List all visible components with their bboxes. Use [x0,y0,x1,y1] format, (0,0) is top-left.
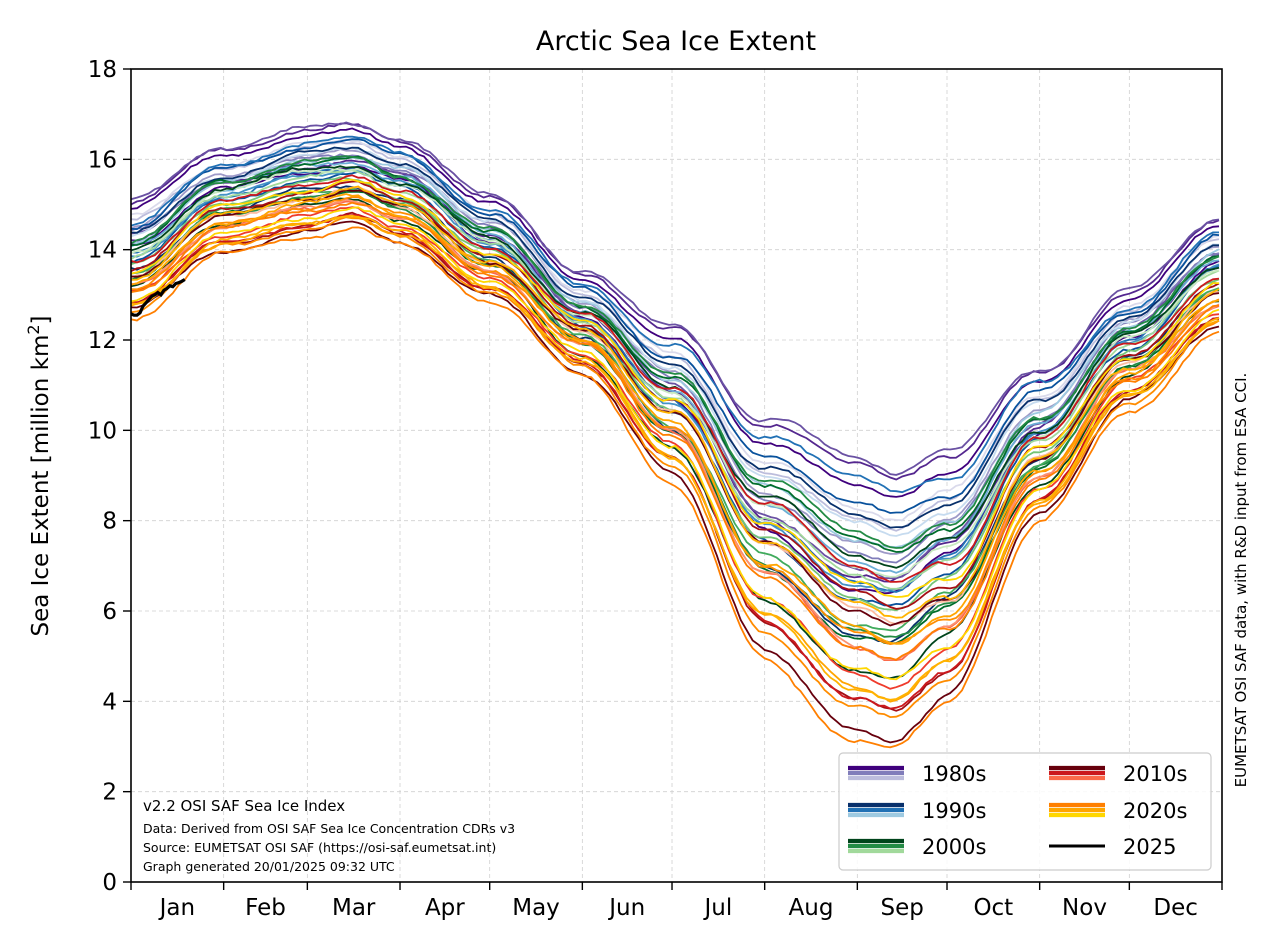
annotation-data: Data: Derived from OSI SAF Sea Ice Conce… [143,821,515,836]
series-line-2020s [131,196,1220,646]
annotation-generated: Graph generated 20/01/2025 09:32 UTC [143,859,395,874]
y-axis-label: Sea Ice Extent [million km2] [24,315,54,636]
series-line-2020s [131,226,1220,749]
x-tick-label: Nov [1062,895,1107,921]
series-line-2020s [131,216,1220,719]
x-tick-label: Apr [425,895,465,921]
legend-entry-1990s: 1990s [848,799,986,823]
plot-frame [130,68,1223,883]
series-line-2025 [131,278,186,317]
series-line-1990s [131,146,1219,529]
series-line-1980s [131,127,1220,498]
y-tick-label: 18 [88,57,117,83]
y-tick-label: 6 [102,599,117,625]
annotation-source: Source: EUMETSAT OSI SAF (https://osi-sa… [143,840,496,855]
series-lines [131,121,1220,749]
y-tick-label: 2 [102,780,117,806]
x-tick-label: Feb [245,895,286,921]
y-tick-label: 10 [88,418,117,444]
x-tick-label: Jun [607,895,645,921]
x-tick-label: May [512,895,560,921]
legend-entry-1980s: 1980s [848,762,986,786]
legend-label: 2020s [1123,799,1187,823]
legend-entry-2000s: 2000s [848,835,986,859]
x-tick-label: Aug [789,895,834,921]
series-line-2000s [131,168,1220,578]
series-line-2010s [131,198,1220,661]
legend-label: 2000s [922,835,986,859]
y-tick-label: 14 [88,238,117,264]
series-line-2000s [131,165,1220,569]
legend-box [838,752,1212,871]
x-tick-label: Mar [332,895,376,921]
series-line-1990s [131,135,1219,494]
side-credit: EUMETSAT OSI SAF data, with R&D input fr… [1232,373,1250,788]
legend-label: 2010s [1123,762,1187,786]
series-line-2020s [131,178,1219,598]
chart-title: Arctic Sea Ice Extent [536,26,816,57]
series-line-1980s [131,121,1220,476]
annotation-version: v2.2 OSI SAF Sea Ice Index [143,797,345,815]
axes: 0 2 4 6 8 10 12 14 16 18 Jan Feb Mar Apr May Jun Jul Aug S… [88,57,1223,921]
legend-label: 2025 [1123,835,1176,859]
series-line-2020s [131,214,1220,701]
y-tick-label: 4 [102,689,117,715]
y-axis-label-superscript: 2 [24,324,43,334]
series-line-2020s [131,206,1220,681]
y-tick-label: 8 [102,509,117,535]
series-line-1990s [131,146,1220,537]
legend: 1980s 2010s 1990s 2020s 2000s 2025 [838,752,1212,871]
series-line-1980s [131,138,1220,522]
y-tick-label: 16 [88,147,117,173]
x-tick-label: Oct [973,895,1013,921]
y-axis-label-end: ] [28,315,54,324]
series-line-1990s [131,156,1220,548]
legend-entry-2025: 2025 [1049,835,1176,859]
series-line-2010s [131,174,1220,583]
series-line-2010s [131,220,1220,744]
x-tick-label: Sep [880,895,923,921]
series-line-2010s [131,189,1220,627]
series-line-2000s [131,155,1220,549]
series-line-1990s [131,138,1220,514]
series-line-2020s [131,193,1220,645]
x-tick-label: Jul [702,895,732,921]
series-line-2000s [131,197,1220,680]
legend-label: 1990s [922,799,986,823]
y-tick-label: 12 [88,328,117,354]
legend-label: 1980s [922,762,986,786]
legend-entry-2010s: 2010s [1049,762,1187,786]
legend-entry-2020s: 2020s [1049,799,1187,823]
y-tick-label: 0 [102,870,117,896]
y-axis-label-main: Sea Ice Extent [million km [28,335,54,637]
x-tick-label: Jan [158,895,195,921]
series-line-2020s [131,201,1220,661]
series-line-2020s [131,185,1220,619]
series-line-1980s [131,122,1220,481]
x-tick-label: Dec [1153,895,1198,921]
annotation-block: v2.2 OSI SAF Sea Ice Index Data: Derived… [143,797,515,874]
